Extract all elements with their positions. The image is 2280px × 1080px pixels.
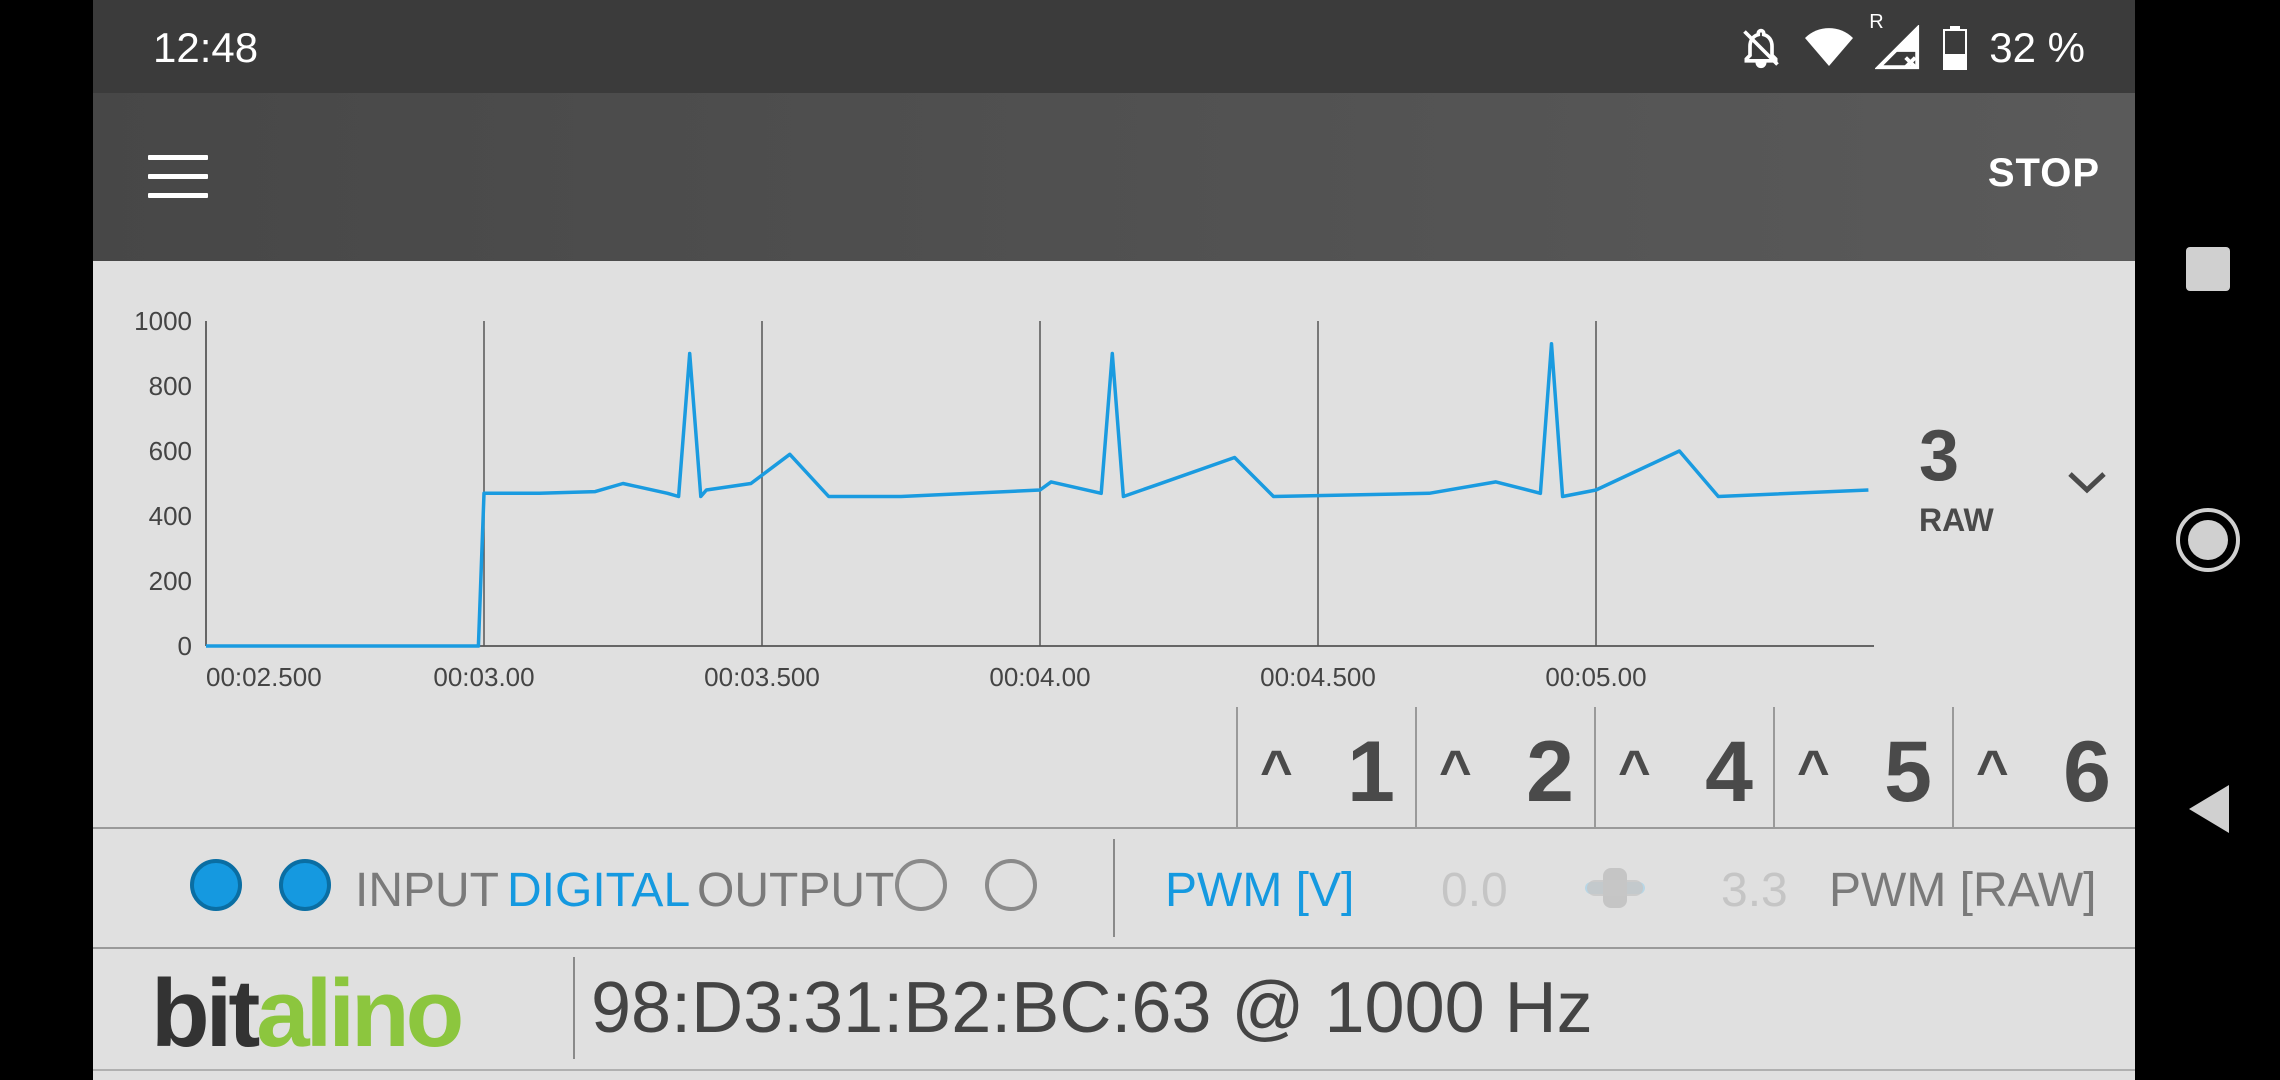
- x-tick-label: 00:02.500: [206, 662, 322, 692]
- digital-output-2-toggle[interactable]: [985, 859, 1037, 911]
- output-label: OUTPUT: [697, 864, 895, 917]
- channel-button-2[interactable]: ^ 2: [1415, 707, 1594, 827]
- input-label: INPUT: [355, 864, 499, 917]
- x-tick-label: 00:03.500: [704, 662, 820, 692]
- x-tick-label: 00:05.00: [1545, 662, 1646, 692]
- channel-number: 5: [1884, 724, 1932, 820]
- digital-input-1-led: [190, 859, 242, 911]
- status-icons: R 32 %: [1739, 11, 2085, 76]
- channel-number: 1: [1347, 724, 1395, 820]
- app-window: 12:48 R 32 %: [93, 0, 2135, 1080]
- channel-button-5[interactable]: ^ 5: [1773, 707, 1952, 827]
- selected-channel-mode: RAW: [1919, 502, 1994, 538]
- channel-number: 4: [1705, 724, 1753, 820]
- x-tick-label: 00:03.00: [433, 662, 534, 692]
- chart-area: 00:02.500 00:03.00 00:03.500 00:04.00 00:04.…: [93, 261, 2135, 707]
- y-tick-label: 400: [149, 501, 192, 531]
- app-toolbar: STOP: [93, 93, 2135, 261]
- device-footer: bitalino 98:D3:31:B2:BC:63 @ 1000 Hz: [93, 949, 2135, 1080]
- home-circle-icon[interactable]: [2175, 507, 2241, 573]
- caret-up-icon: ^: [1439, 738, 1472, 801]
- channel-button-1[interactable]: ^ 1: [1236, 707, 1415, 827]
- navigation-bar: [2135, 0, 2280, 1080]
- pwm-v-label[interactable]: PWM [V]: [1165, 864, 1355, 917]
- y-tick-label: 600: [149, 436, 192, 466]
- channel-buttons: ^ 1 ^ 2 ^ 4 ^ 5 ^ 6: [1236, 707, 2131, 827]
- pwm-max-value: 3.3: [1721, 864, 1788, 917]
- chevron-down-icon[interactable]: [2066, 470, 2108, 496]
- divider: [93, 947, 2135, 949]
- ecg-signal-line: [206, 342, 1869, 648]
- io-row: INPUT DIGITAL OUTPUT PWM [V] 0.0 3.3 PWM…: [93, 829, 2135, 947]
- x-tick-label: 00:04.00: [989, 662, 1090, 692]
- pwm-slider-thumb[interactable]: [1585, 866, 1645, 910]
- status-bar: 12:48 R 32 %: [93, 0, 2135, 93]
- footer-separator: [573, 957, 575, 1059]
- channel-button-4[interactable]: ^ 4: [1594, 707, 1773, 827]
- y-tick-label: 1000: [134, 306, 192, 336]
- wifi-icon: [1805, 28, 1854, 66]
- battery-icon: [1943, 26, 1968, 70]
- footer-bottom-line: [93, 1069, 2135, 1071]
- digital-output-1-toggle[interactable]: [895, 859, 947, 911]
- caret-up-icon: ^: [1260, 738, 1293, 801]
- io-separator: [1113, 839, 1115, 937]
- signal-roaming-icon: R: [1869, 11, 1921, 71]
- signal-chart: 00:02.500 00:03.00 00:03.500 00:04.00 00:04.…: [134, 306, 1874, 692]
- divider: [93, 827, 2135, 829]
- pwm-raw-label[interactable]: PWM [RAW]: [1829, 864, 2097, 917]
- caret-up-icon: ^: [1976, 738, 2009, 801]
- y-tick-label: 800: [149, 371, 192, 401]
- notifications-off-icon: [1743, 28, 1780, 69]
- y-tick-label: 0: [178, 631, 192, 661]
- back-triangle-icon[interactable]: [2189, 785, 2229, 833]
- selected-channel-number: 3: [1919, 416, 1960, 496]
- recents-square-icon[interactable]: [2186, 247, 2230, 291]
- channel-number: 6: [2063, 724, 2111, 820]
- digital-label: DIGITAL: [507, 864, 691, 917]
- status-time: 12:48: [153, 24, 259, 71]
- hamburger-menu-icon[interactable]: [148, 155, 208, 199]
- y-tick-label: 200: [149, 566, 192, 596]
- caret-up-icon: ^: [1797, 738, 1830, 801]
- pwm-min-value: 0.0: [1441, 864, 1508, 917]
- selected-channel: 3 RAW: [1919, 420, 1994, 539]
- stop-button[interactable]: STOP: [1987, 151, 2100, 195]
- battery-percent: 32 %: [1989, 24, 2085, 71]
- caret-up-icon: ^: [1618, 738, 1651, 801]
- x-tick-label: 00:04.500: [1260, 662, 1376, 692]
- digital-input-2-led: [279, 859, 331, 911]
- roaming-badge: R: [1869, 11, 1884, 33]
- device-address: 98:D3:31:B2:BC:63 @ 1000 Hz: [591, 968, 1593, 1048]
- bitalino-logo: bitalino: [151, 960, 464, 1067]
- channel-button-6[interactable]: ^ 6: [1952, 707, 2131, 827]
- channel-number: 2: [1526, 724, 1574, 820]
